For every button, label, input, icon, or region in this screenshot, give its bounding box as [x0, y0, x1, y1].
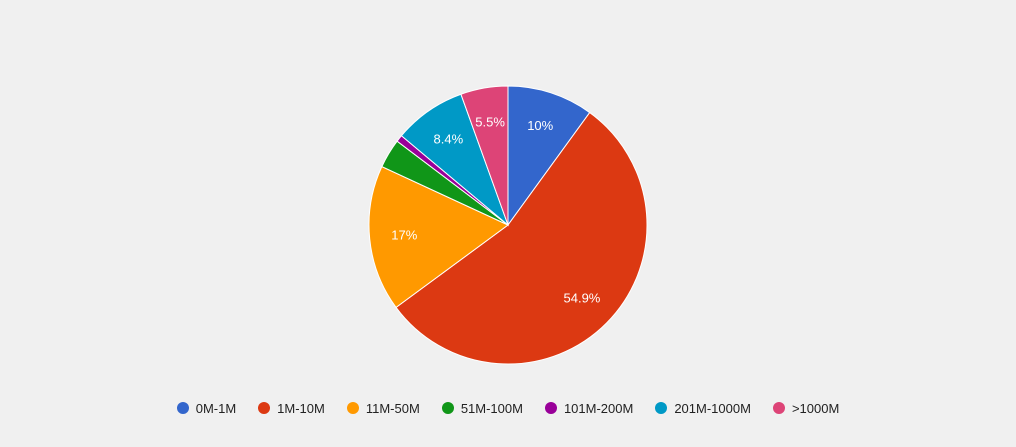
legend-label: 0M-1M: [195, 400, 237, 416]
pie-slices: [368, 85, 648, 365]
pie-slice-11m-50m[interactable]: [368, 165, 509, 309]
pie-slice-1m-10m[interactable]: [395, 111, 648, 365]
data-label-over-1000m: 5.5%: [475, 114, 505, 129]
data-label-201m-1000m: 8.4%: [434, 132, 464, 147]
legend-label: 11M-50M: [365, 400, 420, 416]
data-label-11m-50m: 17%: [391, 227, 417, 242]
legend-swatch-icon: [544, 402, 557, 414]
legend-item-51m-100m[interactable]: 51M-100M: [441, 400, 523, 416]
chart-legend: 0M-1M 1M-10M 11M-50M 51M-100M 101M-200M 201M-…: [0, 398, 1016, 418]
legend-item-0m-1m[interactable]: 0M-1M: [176, 400, 237, 416]
legend-item-201m-1000m[interactable]: 201M-1000M: [655, 401, 751, 416]
legend-label: >1000M: [791, 400, 840, 416]
pie-slice-0m-1m[interactable]: [507, 85, 591, 227]
legend-swatch-icon: [772, 402, 785, 414]
legend-swatch-icon: [346, 402, 359, 414]
data-label-1m-10m: 54.9%: [564, 290, 601, 305]
pie-chart-svg: 10% 54.9% 17% 8.4% 5.5%: [368, 85, 648, 365]
legend-label: 1M-10M: [277, 400, 325, 416]
legend-label: 201M-1000M: [674, 400, 751, 416]
legend-label: 51M-100M: [460, 400, 523, 416]
legend-item-1m-10m[interactable]: 1M-10M: [258, 401, 325, 416]
legend-swatch-icon: [258, 402, 271, 414]
pie-data-labels: 10% 54.9% 17% 8.4% 5.5%: [391, 114, 601, 305]
legend-swatch-icon: [176, 402, 189, 414]
data-label-0m-1m: 10%: [527, 118, 553, 133]
legend-item-over-1000m[interactable]: >1000M: [772, 400, 840, 416]
legend-label: 101M-200M: [563, 400, 634, 416]
pie-slice-over-1000m[interactable]: [460, 85, 509, 226]
legend-item-11m-50m[interactable]: 11M-50M: [346, 400, 420, 416]
legend-swatch-icon: [441, 402, 454, 414]
legend-item-101m-200m[interactable]: 101M-200M: [544, 400, 634, 416]
legend-swatch-icon: [655, 402, 668, 414]
